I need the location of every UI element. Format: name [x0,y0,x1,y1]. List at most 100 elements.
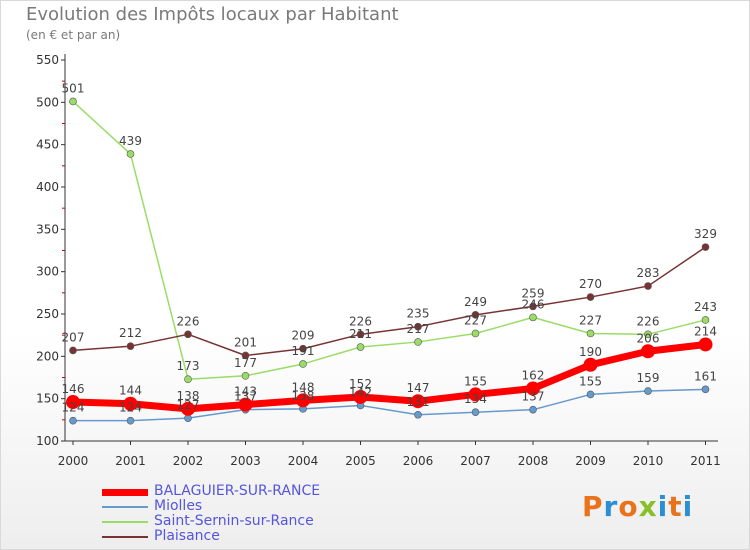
x-tick-label: 2002 [173,454,204,468]
data-point [586,390,595,399]
data-label: 190 [579,345,602,359]
data-label: 127 [177,398,200,412]
data-label: 161 [694,369,717,383]
data-label: 134 [464,392,487,406]
data-point [529,302,537,311]
y-tick-label: 300 [36,265,59,279]
data-point [126,416,135,425]
data-label: 259 [522,286,545,300]
logo-letter: x [638,490,658,523]
data-label: 212 [119,326,142,340]
legend-swatch [102,506,148,508]
data-label: 155 [579,374,602,388]
x-tick-label: 2001 [115,454,146,468]
y-tick-label: 550 [36,53,59,67]
data-point [644,282,652,290]
data-label: 217 [407,322,430,336]
data-point [353,389,368,404]
data-point [69,97,77,106]
data-label: 138 [177,389,200,403]
data-point [356,343,365,351]
y-tick-label: 400 [36,180,59,194]
x-tick-label: 2000 [58,454,89,468]
data-point [586,293,595,301]
data-label: 227 [579,313,602,327]
x-tick-label: 2007 [460,454,491,468]
data-label: 124 [119,401,142,415]
data-label: 138 [292,389,315,403]
data-point [529,405,537,414]
logo-letter: i [657,490,669,523]
legend-label: Miolles [154,498,203,514]
data-point [181,401,195,416]
logo-letter: o [618,490,639,523]
data-point [583,357,598,372]
data-point [414,322,422,331]
logo-letter: P [582,490,604,523]
data-point [66,395,80,410]
legend-swatch [102,488,148,496]
legend-label: Saint-Sernin-sur-Rance [154,513,314,529]
data-label: 177 [234,356,257,370]
data-label: 270 [579,277,602,291]
x-tick-label: 2011 [690,454,721,468]
data-label: 146 [62,382,85,396]
y-tick-label: 500 [36,95,59,109]
data-point [701,385,710,394]
data-label: 144 [119,384,142,398]
data-label: 209 [292,329,315,343]
data-label: 214 [694,324,717,338]
data-point [69,346,77,355]
x-tick-label: 2010 [633,454,664,468]
data-label: 137 [234,390,257,404]
y-tick-label: 350 [36,222,59,236]
data-label: 501 [62,81,85,95]
data-point [701,243,710,251]
data-point [126,150,135,158]
data-point [414,410,422,419]
data-point [126,342,135,350]
data-point [701,316,710,324]
data-label: 211 [349,327,372,341]
data-point [468,387,483,402]
proxiti-logo: Proxiti [582,490,693,523]
data-point [299,344,307,353]
data-point [471,329,480,338]
series-line-0 [72,341,706,413]
data-label: 226 [177,314,200,328]
data-label: 226 [637,314,660,328]
data-point [299,360,307,368]
x-tick-label: 2009 [575,454,606,468]
data-point [641,344,655,359]
data-point [644,387,652,395]
data-label: 439 [119,134,142,148]
chart-title: Evolution des Impôts locaux par Habitant [26,4,399,25]
x-tick-label: 2008 [518,454,549,468]
data-label: 227 [464,313,487,327]
data-label: 329 [694,227,717,241]
series-line-1 [73,388,706,422]
data-label: 226 [349,314,372,328]
data-point [586,329,595,338]
logo-letter: r [603,490,619,523]
data-label: 207 [62,330,85,344]
data-label: 201 [234,335,257,349]
data-label: 143 [234,385,257,399]
data-label: 191 [292,344,315,358]
x-tick-label: 2004 [288,454,319,468]
data-label: 249 [464,295,487,309]
series-line-3 [72,246,706,357]
data-label: 152 [349,377,372,391]
data-point [471,408,480,417]
data-point [356,330,365,339]
x-tick-label: 2005 [345,454,376,468]
data-point [698,337,713,352]
data-point [238,397,253,412]
data-label: 137 [522,390,545,404]
logo-letter: t [668,490,683,523]
data-label: 243 [694,300,717,314]
data-label: 283 [637,266,660,280]
data-point [414,338,422,346]
y-tick-label: 450 [36,138,59,152]
